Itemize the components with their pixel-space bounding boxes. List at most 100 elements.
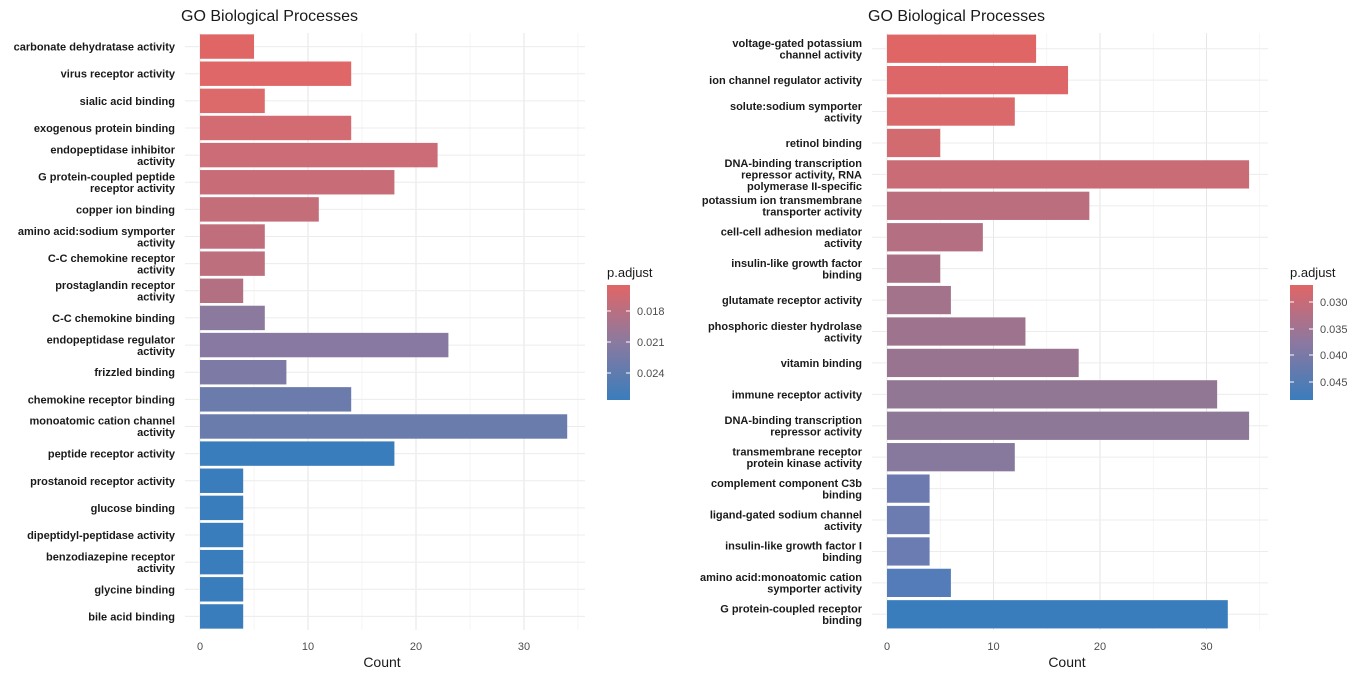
right-chart-bars <box>887 34 1250 629</box>
bar <box>200 115 352 141</box>
category-label: amino acid:sodium symporter activity <box>18 226 176 250</box>
left-chart-bars <box>200 34 568 629</box>
legend-tick-label: 0.018 <box>637 306 665 318</box>
category-label: cell-cell adhesion mediator activity <box>721 226 863 250</box>
x-tick-label: 10 <box>987 641 999 653</box>
category-label: copper ion binding <box>76 204 175 216</box>
right-chart-x-axis-title: Count <box>1048 654 1085 670</box>
category-label: glutamate receptor activity <box>722 295 863 307</box>
x-tick-label: 0 <box>197 641 203 653</box>
right-chart-panel: GO Biological Processes voltage-gated po… <box>700 8 1348 670</box>
category-label: G protein-coupled receptor binding <box>720 604 863 628</box>
category-label: immune receptor activity <box>732 389 863 401</box>
category-label: vitamin binding <box>781 358 862 370</box>
bar <box>887 191 1090 220</box>
right-chart-x-ticks: 0 10 20 30 <box>884 641 1213 653</box>
category-label: prostaglandin receptor activity <box>55 280 176 304</box>
left-legend-ticks: 0.018 0.021 0.024 <box>607 306 665 380</box>
x-tick-label: 30 <box>518 641 530 653</box>
category-label: insulin-like growth factor binding <box>731 258 863 282</box>
bar <box>887 443 1015 472</box>
category-label: complement component C3b binding <box>711 478 862 502</box>
x-tick-label: 30 <box>1200 641 1212 653</box>
legend-tick-label: 0.035 <box>1320 324 1348 336</box>
bar <box>200 224 265 249</box>
bar <box>200 278 244 304</box>
bar <box>887 65 1069 95</box>
category-label: phosphoric diester hydrolase activity <box>708 321 863 345</box>
right-legend-title: p.adjust <box>1290 265 1336 280</box>
category-label: transmembrane receptor protein kinase act… <box>732 446 862 470</box>
bar <box>200 305 265 331</box>
x-tick-label: 20 <box>410 641 422 653</box>
category-label: endopeptidase inhibitor activity <box>50 144 176 168</box>
bar <box>200 468 244 493</box>
bar <box>887 128 941 158</box>
category-label: dipeptidyl-peptidase activity <box>27 530 176 542</box>
left-chart-title: GO Biological Processes <box>181 8 358 25</box>
right-chart-category-labels: voltage-gated potassium channel activity i… <box>700 38 863 627</box>
bar <box>200 251 265 276</box>
category-label: monoatomic cation channel activity <box>30 416 176 440</box>
category-label: virus receptor activity <box>61 69 176 81</box>
right-legend: p.adjust 0.030 0.035 0.040 0.045 <box>1290 265 1348 400</box>
bar <box>887 411 1250 440</box>
bar <box>200 170 395 195</box>
right-chart-title: GO Biological Processes <box>868 8 1045 25</box>
left-chart-x-axis-title: Count <box>363 654 400 670</box>
bar <box>200 332 449 358</box>
bar <box>887 600 1228 629</box>
bar <box>200 441 395 466</box>
bar <box>200 142 438 168</box>
bar <box>887 160 1250 189</box>
category-label: carbonate dehydratase activity <box>14 42 176 54</box>
legend-tick-label: 0.045 <box>1320 377 1348 389</box>
category-label: ion channel regulator activity <box>709 75 863 87</box>
bar <box>200 414 568 439</box>
bar <box>887 317 1026 346</box>
right-legend-ticks: 0.030 0.035 0.040 0.045 <box>1290 297 1348 389</box>
legend-tick-label: 0.030 <box>1320 297 1348 309</box>
category-label: retinol binding <box>786 138 862 150</box>
category-label: exogenous protein binding <box>34 123 175 135</box>
bar <box>200 387 352 412</box>
category-label: glycine binding <box>94 584 175 596</box>
x-tick-label: 20 <box>1094 641 1106 653</box>
bar <box>887 348 1079 378</box>
category-label: endopeptidase regulator activity <box>47 334 176 358</box>
legend-tick-label: 0.024 <box>637 368 665 380</box>
bar <box>887 568 951 598</box>
bar <box>200 577 244 602</box>
category-label: C-C chemokine receptor activity <box>48 253 176 277</box>
legend-tick-label: 0.021 <box>637 337 665 349</box>
left-legend-title: p.adjust <box>607 265 653 280</box>
bar <box>887 285 951 315</box>
left-legend: p.adjust 0.018 0.021 0.024 <box>607 265 665 400</box>
category-label: DNA-binding transcription repressor activ… <box>725 415 863 439</box>
bar <box>887 380 1218 409</box>
left-chart-x-ticks: 0 10 20 30 <box>197 641 530 653</box>
x-tick-label: 10 <box>302 641 314 653</box>
x-tick-label: 0 <box>884 641 890 653</box>
bar <box>887 537 930 566</box>
left-legend-colorbar <box>607 285 630 400</box>
category-label: sialic acid binding <box>80 96 175 108</box>
right-legend-colorbar <box>1290 285 1313 400</box>
category-label: chemokine receptor binding <box>28 394 175 406</box>
bar <box>200 549 244 575</box>
left-chart-category-labels: carbonate dehydratase activity virus rece… <box>14 42 176 624</box>
category-label: solute:sodium symporter activity <box>730 101 863 125</box>
bar <box>887 223 983 252</box>
bar <box>887 505 930 535</box>
category-label: prostanoid receptor activity <box>30 476 176 488</box>
category-label: peptide receptor activity <box>48 449 176 461</box>
category-label: G protein-coupled peptide receptor activi… <box>38 172 176 196</box>
category-label: voltage-gated potassium channel activity <box>732 38 862 62</box>
bar <box>200 88 265 114</box>
bar <box>200 197 319 222</box>
bar <box>200 495 244 521</box>
bar <box>200 34 254 59</box>
category-label: glucose binding <box>91 503 175 515</box>
category-label: amino acid:monoatomic cation symporter ac… <box>700 572 863 596</box>
